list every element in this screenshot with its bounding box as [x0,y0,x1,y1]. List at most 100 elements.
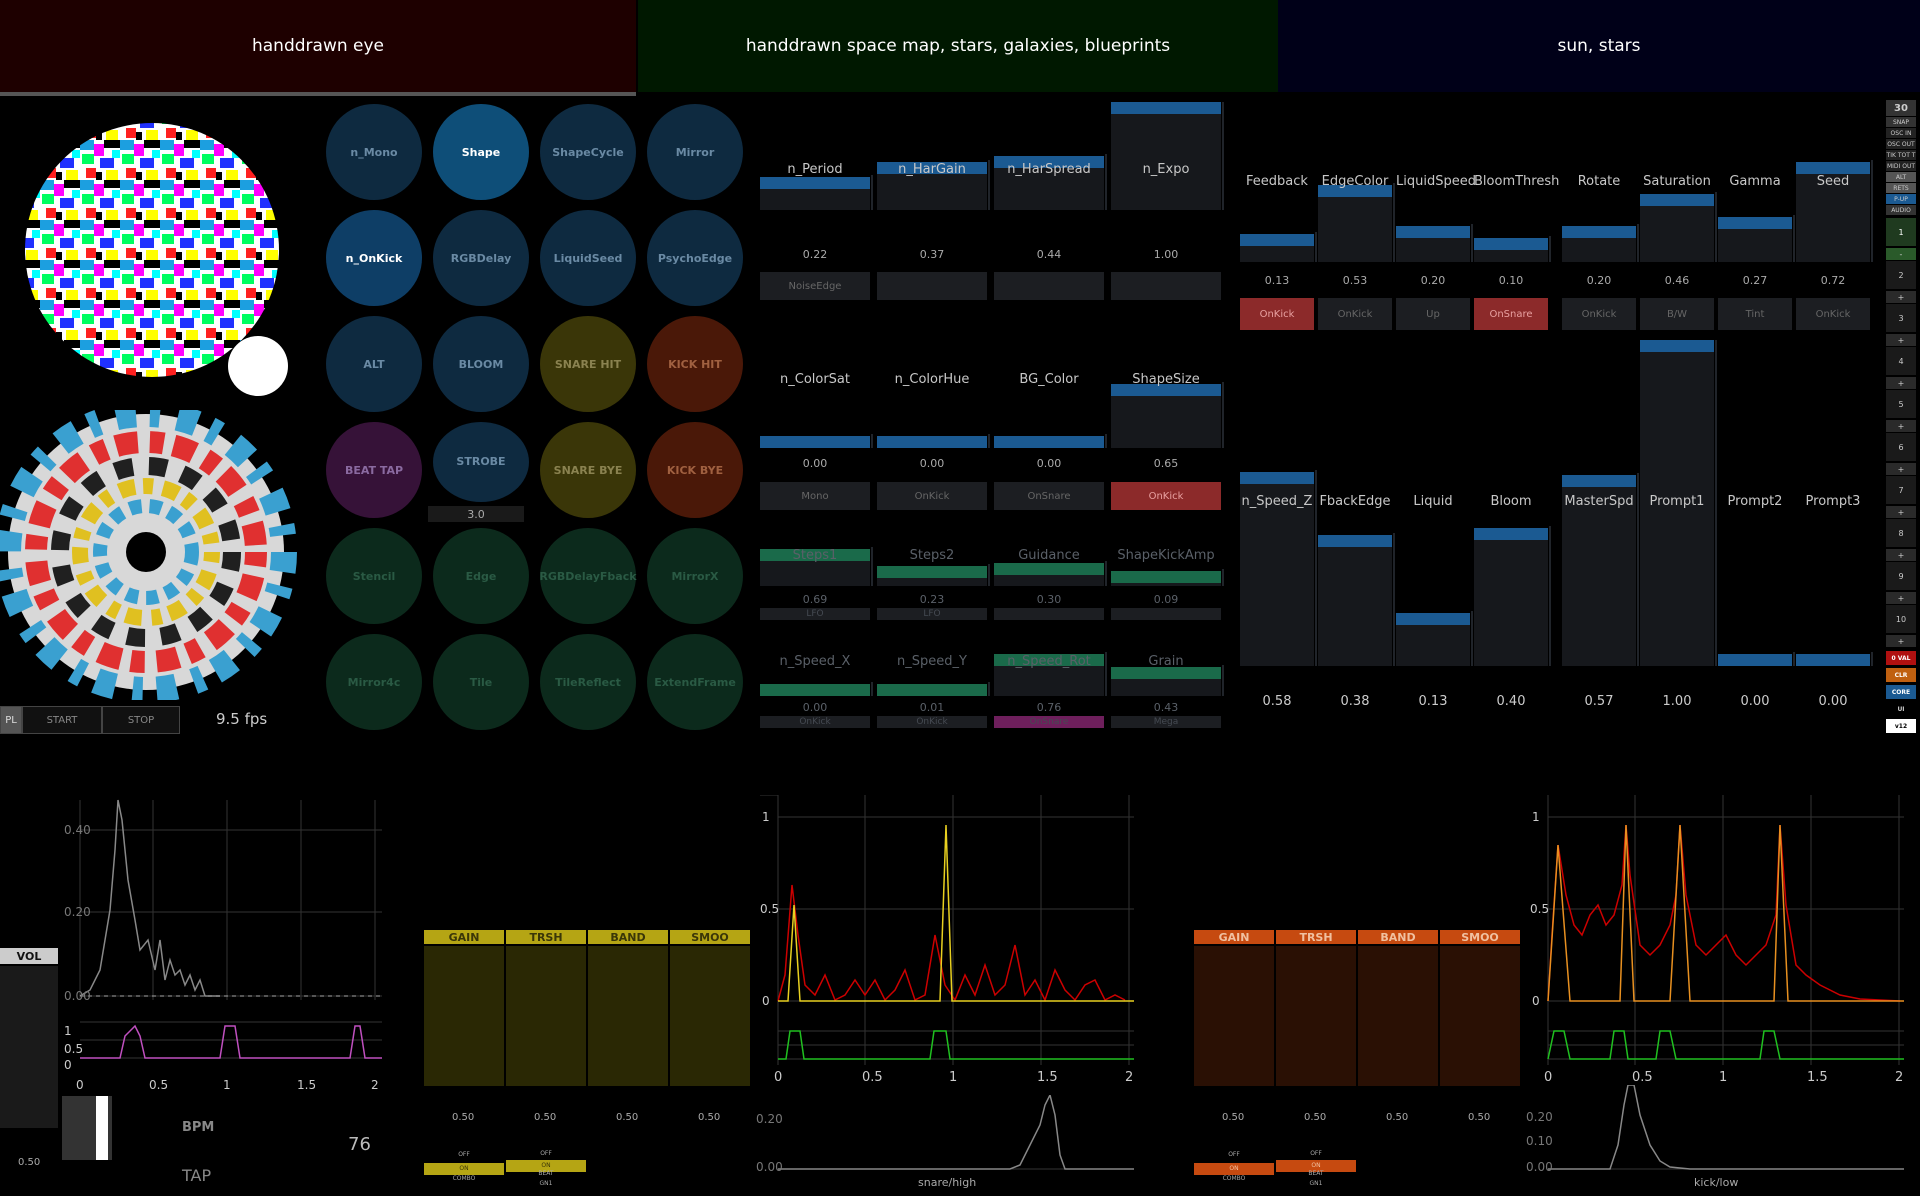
prompt-1[interactable]: handdrawn eye [0,0,636,96]
tap-button[interactable]: TAP [182,1166,212,1185]
sidebar-slot-9[interactable]: + [1886,420,1916,432]
param-shapesize-mode[interactable]: OnKick [1111,482,1221,510]
snare-mode-1-3[interactable]: GN1 [539,1180,553,1187]
toggle-mirror[interactable]: Mirror [647,104,743,200]
slider-bloomthresh[interactable]: BloomThresh [1474,128,1559,262]
prompt-3[interactable]: sun, stars [1278,0,1920,92]
slider-bg-color[interactable]: BG_Color [994,356,1107,448]
slider-masterspd[interactable]: MasterSpd [1562,340,1639,666]
toggle-shape[interactable]: Shape [433,104,529,200]
toggle-tile[interactable]: Tile [433,634,529,730]
param-saturation-mode[interactable]: B/W [1640,298,1714,330]
sidebar-clr[interactable]: CLR [1886,668,1916,682]
param-shapekickamp-mode[interactable] [1111,608,1221,620]
toggle-mirrorx[interactable]: MirrorX [647,528,743,624]
sidebar-slot-0[interactable]: 1 [1886,218,1916,246]
sidebar-slot-19[interactable]: + [1886,635,1916,647]
param-edgecolor-mode[interactable]: OnKick [1318,298,1392,330]
sidebar-core[interactable]: CORE [1886,685,1916,699]
snare-knob-3[interactable] [670,946,750,1086]
sidebar-slot-16[interactable]: 9 [1886,562,1916,590]
toggle-rgbdelay[interactable]: RGBDelay [433,210,529,306]
slider-prompt3[interactable]: Prompt3 [1796,340,1873,666]
slider-liquidspeed[interactable]: LiquidSpeed [1396,128,1476,262]
sidebar-slot-15[interactable]: + [1886,549,1916,561]
snare-mode-0-1[interactable]: ON [424,1163,504,1175]
toggle-psychoedge[interactable]: PsychoEdge [647,210,743,306]
start-button[interactable]: START [22,706,102,734]
slider-n-expo[interactable]: n_Expo [1111,102,1224,210]
kick-mode-1-3[interactable]: GN1 [1309,1180,1323,1187]
sidebar-slot-12[interactable]: 7 [1886,476,1916,504]
stop-button[interactable]: STOP [102,706,180,734]
toggle-liquidseed[interactable]: LiquidSeed [540,210,636,306]
param-n-colorhue-mode[interactable]: OnKick [877,482,987,510]
slider-gamma[interactable]: Gamma [1718,128,1795,262]
param-liquidspeed-mode[interactable]: Up [1396,298,1470,330]
slider-n-hargain[interactable]: n_HarGain [877,102,990,210]
slider-seed[interactable]: Seed [1796,128,1873,262]
param-steps1-mode[interactable]: LFO [760,608,870,620]
slider-saturation[interactable]: Saturation [1640,128,1717,262]
param-n-speed-rot-mode[interactable]: OnSnare [994,716,1104,728]
slider-feedback[interactable]: Feedback [1240,128,1317,262]
param-seed-mode[interactable]: OnKick [1796,298,1870,330]
slider-steps1[interactable]: Steps1 [760,538,873,586]
slider-n-colorsat[interactable]: n_ColorSat [760,356,873,448]
sidebar-audio[interactable]: AUDIO [1886,205,1916,215]
sidebar-tik-tot-t[interactable]: TIK TOT T [1886,150,1916,160]
toggle-kick-hit[interactable]: KICK HIT [647,316,743,412]
param-bloomthresh-mode[interactable]: OnSnare [1474,298,1548,330]
param-bg-color-mode[interactable]: OnSnare [994,482,1104,510]
toggle-kick-bye[interactable]: KICK BYE [647,422,743,518]
sidebar-alt[interactable]: ALT [1886,172,1916,182]
snare-mode-1-1[interactable]: ON [506,1160,586,1172]
sidebar-0-val[interactable]: 0 VAL [1886,651,1916,665]
slider-n-harspread[interactable]: n_HarSpread [994,102,1107,210]
kick-knob-1[interactable] [1276,946,1356,1086]
toggle-beat-tap[interactable]: BEAT TAP [326,422,422,518]
sidebar-ui[interactable]: UI [1886,702,1916,716]
toggle-shapecycle[interactable]: ShapeCycle [540,104,636,200]
param-rotate-mode[interactable]: OnKick [1562,298,1636,330]
param-feedback-mode[interactable]: OnKick [1240,298,1314,330]
kick-mode-1-1[interactable]: ON [1276,1160,1356,1172]
sidebar-slot-3[interactable]: + [1886,291,1916,303]
slider-grain[interactable]: Grain [1111,644,1224,696]
kick-knob-2[interactable] [1358,946,1438,1086]
kick-knob-0[interactable] [1194,946,1274,1086]
slider-liquid[interactable]: Liquid [1396,340,1473,666]
sidebar-slot-13[interactable]: + [1886,506,1916,518]
slider-n-colorhue[interactable]: n_ColorHue [877,356,990,448]
snare-mode-1-2[interactable]: BEAT [538,1170,554,1177]
sidebar-v12[interactable]: v12 [1886,719,1916,733]
slider-rotate[interactable]: Rotate [1562,128,1639,262]
slider-prompt1[interactable]: Prompt1 [1640,340,1717,666]
sidebar-p-up[interactable]: P-UP [1886,194,1916,204]
sidebar-slot-8[interactable]: 5 [1886,390,1916,418]
toggle-stencil[interactable]: Stencil [326,528,422,624]
sidebar-osc-in[interactable]: OSC IN [1886,128,1916,138]
sidebar-snap[interactable]: SNAP [1886,117,1916,127]
slider-n-speed-z[interactable]: n_Speed_Z [1240,340,1317,666]
sidebar-slot-14[interactable]: 8 [1886,519,1916,547]
slider-guidance[interactable]: Guidance [994,538,1107,586]
toggle-strobe[interactable]: STROBE [433,422,529,502]
slider-edgecolor[interactable]: EdgeColor [1318,128,1395,262]
snare-knob-2[interactable] [588,946,668,1086]
pl-button[interactable]: PL [0,706,22,734]
param-n-harspread-mode[interactable] [994,272,1104,300]
slider-shapesize[interactable]: ShapeSize [1111,356,1224,448]
sidebar-slot-17[interactable]: + [1886,592,1916,604]
sidebar-slot-7[interactable]: + [1886,377,1916,389]
sidebar-slot-18[interactable]: 10 [1886,605,1916,633]
sidebar-osc-out[interactable]: OSC OUT [1886,139,1916,149]
sidebar-slot-10[interactable]: 6 [1886,433,1916,461]
slider-n-speed-rot[interactable]: n_Speed_Rot [994,644,1107,696]
toggle-alt[interactable]: ALT [326,316,422,412]
kick-mode-1-0[interactable]: OFF [1310,1150,1322,1157]
toggle-mirror4c[interactable]: Mirror4c [326,634,422,730]
kick-mode-0-2[interactable]: COMBO [1222,1175,1246,1182]
param-guidance-mode[interactable] [994,608,1104,620]
toggle-edge[interactable]: Edge [433,528,529,624]
